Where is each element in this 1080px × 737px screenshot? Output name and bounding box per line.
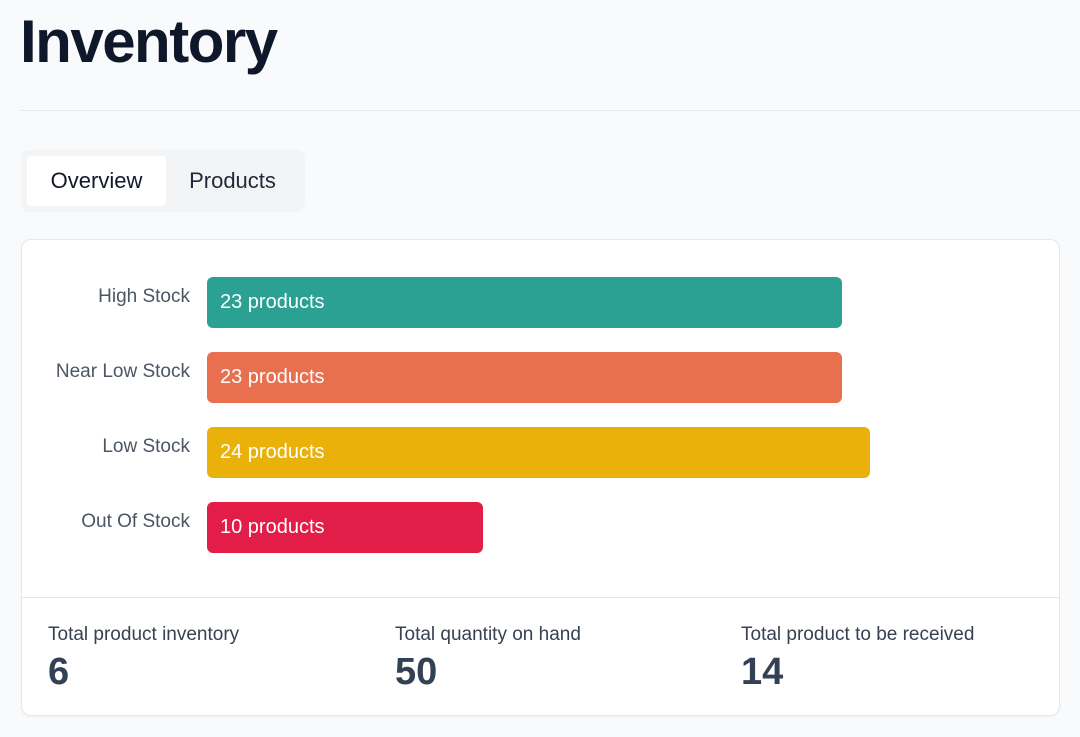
stat-value: 6 bbox=[48, 651, 70, 693]
bar-category-label: Out Of Stock bbox=[81, 511, 190, 532]
bar-value-label: 24 products bbox=[220, 441, 325, 463]
bar: 10 products bbox=[207, 502, 483, 553]
bar: 24 products bbox=[207, 427, 870, 478]
bar-row: Near Low Stock 23 products bbox=[22, 352, 1059, 403]
bar-row: Out Of Stock 10 products bbox=[22, 502, 1059, 553]
bar-category-label: High Stock bbox=[98, 286, 190, 307]
bar: 23 products bbox=[207, 352, 842, 403]
bar-row: High Stock 23 products bbox=[22, 277, 1059, 328]
stat-label: Total quantity on hand bbox=[395, 624, 581, 645]
bar-value-label: 23 products bbox=[220, 291, 325, 313]
bar-row: Low Stock 24 products bbox=[22, 427, 1059, 478]
page-title: Inventory bbox=[20, 8, 278, 75]
stat-total-product-to-be-received: Total product to be received 14 bbox=[741, 622, 974, 694]
stat-label: Total product inventory bbox=[48, 624, 240, 645]
bar-value-label: 10 products bbox=[220, 516, 325, 538]
stat-label: Total product to be received bbox=[741, 624, 975, 645]
card-divider bbox=[22, 597, 1059, 598]
tab-products[interactable]: Products bbox=[189, 168, 276, 193]
bar-category-label: Low Stock bbox=[102, 436, 190, 457]
stat-total-quantity-on-hand: Total quantity on hand 50 bbox=[395, 622, 581, 694]
stat-total-product-inventory: Total product inventory 6 bbox=[48, 622, 239, 694]
stat-value: 14 bbox=[741, 651, 784, 693]
tab-overview[interactable]: Overview bbox=[27, 156, 166, 206]
bar: 23 products bbox=[207, 277, 842, 328]
bar-value-label: 23 products bbox=[220, 366, 325, 388]
overview-card: High Stock 23 products Near Low Stock 23 pr… bbox=[21, 239, 1060, 716]
tab-list: Overview Products bbox=[21, 150, 305, 212]
header-divider bbox=[20, 110, 1080, 111]
stock-level-chart: High Stock 23 products Near Low Stock 23 pr… bbox=[22, 240, 1059, 597]
stat-value: 50 bbox=[395, 651, 438, 693]
bar-category-label: Near Low Stock bbox=[55, 361, 190, 382]
